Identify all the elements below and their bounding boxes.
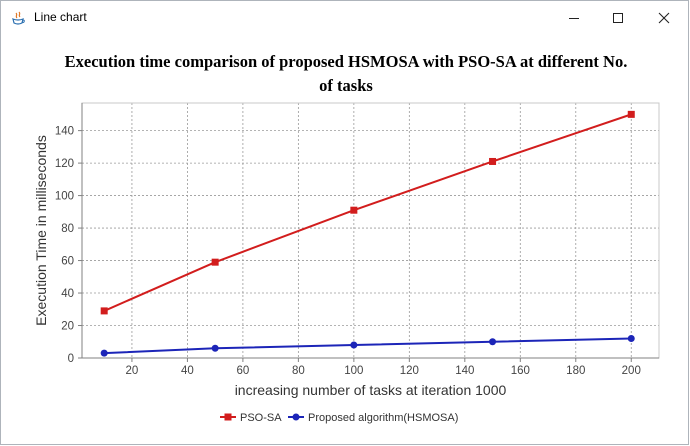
x-tick-label: 20 <box>126 365 139 377</box>
line-chart: Execution time comparison of proposed HS… <box>33 52 660 424</box>
y-tick-label: 120 <box>55 158 74 170</box>
data-point-hsmosa <box>350 341 358 349</box>
data-point-pso-sa <box>489 157 497 165</box>
close-button[interactable] <box>641 1 687 35</box>
x-tick-label: 120 <box>400 365 419 377</box>
y-tick-label: 100 <box>55 191 74 203</box>
y-axis-title: Execution Time in milliseconds <box>33 135 49 326</box>
x-axis-title: increasing number of tasks at iteration … <box>235 382 507 398</box>
chart-title-line: Execution time comparison of proposed HS… <box>65 52 628 71</box>
maximize-button[interactable] <box>595 1 641 35</box>
close-icon <box>658 12 670 24</box>
data-point-hsmosa <box>489 338 497 346</box>
legend-label: Proposed algorithm(HSMOSA) <box>308 412 458 424</box>
data-point-hsmosa <box>627 335 635 343</box>
minimize-icon <box>569 18 579 19</box>
title-bar[interactable]: Line chart <box>1 1 688 35</box>
x-tick-label: 180 <box>566 365 585 377</box>
y-tick-label: 80 <box>61 223 74 235</box>
data-point-pso-sa <box>100 307 108 315</box>
x-tick-label: 40 <box>181 365 194 377</box>
minimize-button[interactable] <box>551 1 597 35</box>
x-tick-label: 80 <box>292 365 305 377</box>
y-tick-label: 20 <box>61 321 74 333</box>
maximize-icon <box>613 13 623 23</box>
x-tick-label: 200 <box>622 365 641 377</box>
data-point-pso-sa <box>350 206 358 214</box>
y-tick-label: 0 <box>68 353 74 365</box>
legend-marker-square <box>224 413 232 421</box>
chart-title-line: of tasks <box>319 76 373 95</box>
data-point-pso-sa <box>627 110 635 118</box>
x-tick-label: 60 <box>236 365 249 377</box>
chart-panel: Execution time comparison of proposed HS… <box>2 35 688 444</box>
window-title: Line chart <box>34 10 87 24</box>
y-tick-label: 60 <box>61 256 74 268</box>
x-tick-label: 100 <box>344 365 363 377</box>
data-point-hsmosa <box>100 349 108 357</box>
data-point-hsmosa <box>211 344 219 352</box>
x-tick-label: 140 <box>455 365 474 377</box>
plot-area <box>82 103 659 358</box>
java-app-icon <box>10 10 26 26</box>
x-tick-label: 160 <box>511 365 530 377</box>
y-tick-label: 40 <box>61 288 74 300</box>
legend-marker-circle <box>292 413 300 421</box>
legend-label: PSO-SA <box>240 412 282 424</box>
data-point-pso-sa <box>211 258 219 266</box>
y-tick-label: 140 <box>55 126 74 138</box>
